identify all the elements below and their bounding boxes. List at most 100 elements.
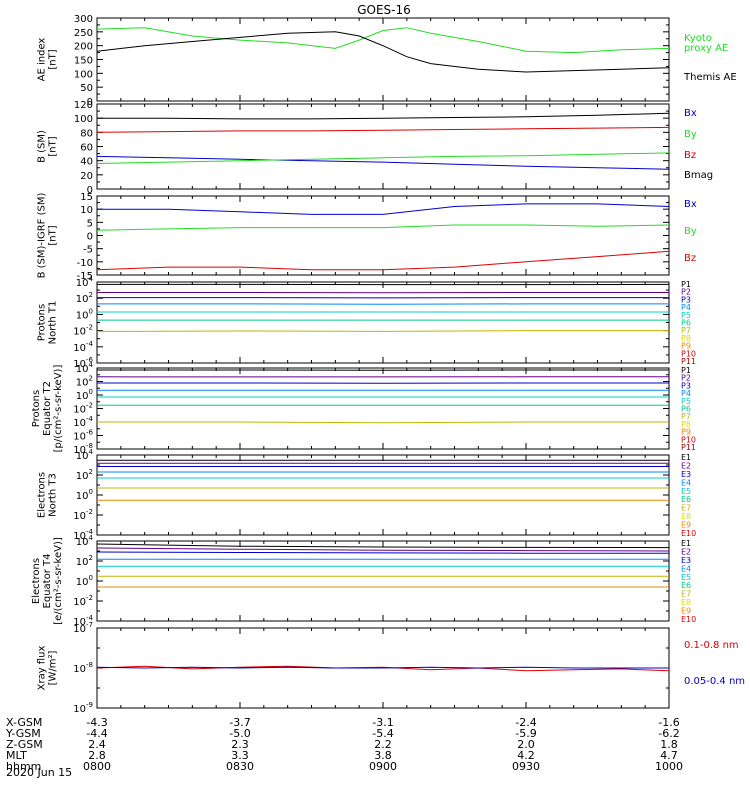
y-tick-label: 250	[74, 28, 93, 39]
legend-label: P5	[681, 397, 691, 406]
legend-label: Bz	[684, 253, 696, 264]
y-tick-label: 10-2	[73, 594, 93, 608]
y-tick-label: 104	[76, 361, 94, 375]
y-tick-label: 102	[76, 291, 93, 305]
legend-label: Bx	[684, 108, 697, 119]
panel-frame	[96, 103, 670, 190]
legend-label: E4	[681, 478, 691, 487]
series-line-bmag	[97, 112, 670, 120]
series-line-by	[96, 224, 670, 231]
legend-label: proxy AE	[684, 43, 728, 54]
y-tick-label: 10-7	[73, 621, 93, 635]
x-axis-row-value: -2.4	[515, 716, 536, 729]
x-axis-row-label: hhmm	[6, 760, 41, 773]
x-axis-row-value: 0900	[369, 760, 397, 773]
y-axis-label: B (SM)-IGRF (SM)	[37, 193, 48, 279]
x-axis-row-value: 4.7	[660, 749, 678, 762]
x-axis-row-value: 1.8	[660, 738, 678, 751]
legend-label: E7	[681, 590, 691, 599]
x-axis-row-value: 2.3	[231, 738, 249, 751]
x-axis-row-value: 2.2	[374, 738, 392, 751]
y-tick-label: 10-2	[73, 402, 93, 416]
series-line-bx	[96, 155, 670, 170]
panel-2: 0 20 40 60 80 100 120 B (SM) [nT] Bx By Bz Bmag	[37, 100, 714, 196]
x-axis-row-label: X-GSM	[6, 716, 42, 729]
x-axis-row-value: -6.2	[658, 727, 679, 740]
y-tick-label: 100	[76, 488, 93, 502]
y-tick-label: 102	[76, 468, 93, 482]
x-axis-row-value: -5.9	[515, 727, 536, 740]
panel-7: 10-4 10-2 100 102 104 Electrons Equator T4 [e/(…	[31, 534, 696, 628]
legend-label: E4	[681, 564, 691, 573]
y-axis-label: [W/m²]	[48, 650, 59, 685]
legend-label: P3	[681, 381, 691, 390]
y-axis-label: Equator T2	[42, 381, 53, 436]
x-axis-row-value: 0800	[83, 760, 111, 773]
y-tick-label: 10-4	[73, 340, 93, 354]
plot-title: GOES-16	[357, 3, 411, 17]
y-tick-label: 10-8	[73, 661, 93, 675]
series-line-p7	[97, 421, 669, 424]
legend-label: Themis AE	[683, 72, 737, 83]
y-tick-label: 100	[76, 307, 93, 321]
legend-label: E1	[681, 453, 691, 462]
x-axis-block: X-GSM -4.3 -3.7 -3.1 -2.4 -1.6 Y-GSM -4.4 -5.0 -5…	[5, 716, 683, 773]
legend-label: E10	[681, 529, 696, 538]
legend-label: E8	[681, 598, 691, 607]
y-tick-label: 100	[74, 114, 93, 125]
series-line-0-05-0-4-nm	[96, 666, 669, 669]
legend-label: E9	[681, 521, 691, 530]
y-tick-label: 10-2	[73, 324, 93, 338]
y-tick-label: 10-4	[73, 614, 93, 628]
legend-label: P8	[681, 420, 691, 429]
x-axis-row-value: -4.3	[86, 716, 107, 729]
y-tick-label: 104	[76, 448, 94, 462]
legend-label: E5	[681, 573, 691, 582]
x-axis-row-value: 3.3	[231, 749, 249, 762]
y-tick-label: 10-4	[73, 528, 93, 542]
legend-label: E10	[681, 615, 696, 624]
y-tick-label: 10-6	[73, 356, 93, 370]
legend-label: P1	[681, 280, 691, 289]
y-axis-label: Protons	[31, 390, 42, 427]
x-axis-row-value: -1.6	[658, 716, 679, 729]
legend-label: Bmag	[684, 170, 713, 181]
y-tick-label: 40	[80, 157, 93, 168]
y-tick-label: -15	[77, 271, 93, 282]
y-tick-label: 0	[87, 185, 93, 196]
y-axis-label: Equator T4	[42, 554, 53, 609]
legend-label: P9	[681, 428, 691, 437]
x-axis-row-value: 2.4	[88, 738, 106, 751]
x-axis-row-label: MLT	[6, 749, 27, 762]
legend-label: P5	[681, 311, 691, 320]
legend-label: P11	[681, 357, 696, 366]
date-label: 2020 Jun 15	[6, 766, 72, 779]
legend-label: P11	[681, 443, 696, 452]
legend-label: Bx	[684, 199, 697, 210]
series-line-e3	[96, 551, 669, 554]
y-tick-label: 10-6	[73, 429, 93, 443]
x-axis-row-label: Y-GSM	[5, 727, 41, 740]
panel-4: 10-6 10-4 10-2 100 102 104 Protons North T1 P1P2…	[37, 275, 697, 370]
panel-3: -15 -10 -5 0 5 10 15 B (SM)-IGRF (SM) [nT] Bx By Bz	[37, 192, 697, 282]
y-tick-label: 0	[87, 97, 93, 108]
legend-label: E2	[681, 547, 691, 556]
legend-label: Kyoto	[684, 33, 712, 44]
series-line-kyoto-proxy-ae	[96, 27, 670, 54]
panel-1: 0 50 100 150 200 250 300 AE index [nT] Kyotoproxy…	[37, 14, 737, 108]
y-tick-label: 150	[74, 56, 93, 67]
panel-6: 10-4 10-2 100 102 104 Electrons North T3 E1E2E3…	[37, 448, 697, 542]
y-axis-label: AE index	[37, 38, 48, 82]
y-axis-label: [e/(cm²-s-sr-keV)]	[53, 537, 64, 625]
y-tick-label: 10-9	[73, 701, 93, 715]
legend-label: E3	[681, 556, 691, 565]
y-tick-label: 5	[87, 218, 93, 229]
x-axis-row-value: -3.7	[229, 716, 250, 729]
x-axis-row-value: -4.4	[86, 727, 107, 740]
y-tick-label: 100	[76, 574, 93, 588]
legend-label: P1	[681, 366, 691, 375]
x-axis-row-value: -5.0	[229, 727, 250, 740]
y-tick-label: 50	[80, 83, 93, 94]
legend-label: P4	[681, 389, 691, 398]
y-tick-label: 10-8	[73, 442, 93, 456]
